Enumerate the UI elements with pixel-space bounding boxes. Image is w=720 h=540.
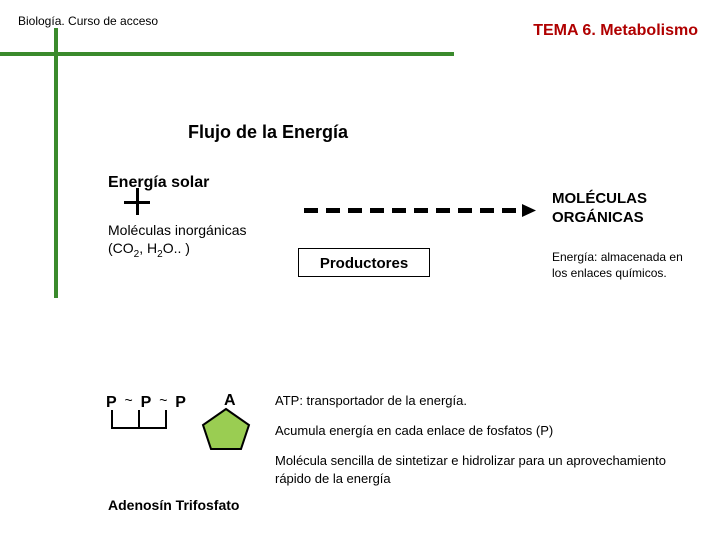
alm-l2: los enlaces químicos. bbox=[552, 266, 683, 282]
atp-desc-3: Molécula sencilla de sintetizar e hidrol… bbox=[275, 452, 675, 487]
alm-l1: Energía: almacenada en bbox=[552, 250, 683, 266]
plus-icon bbox=[124, 188, 154, 218]
topic-header: TEMA 6. Metabolismo bbox=[533, 22, 698, 40]
decor-vline bbox=[54, 28, 58, 298]
page-title: Flujo de la Energía bbox=[188, 122, 348, 143]
productores-box: Productores bbox=[298, 248, 430, 277]
moleculas-organicas-label: MOLÉCULAS ORGÁNICAS bbox=[552, 190, 647, 228]
mol-l2: ORGÁNICAS bbox=[552, 209, 647, 228]
course-header: Biología. Curso de acceso bbox=[18, 14, 158, 28]
atp-fullname: Adenosín Trifosfato bbox=[108, 497, 239, 513]
atp-desc-2: Acumula energía en cada enlace de fosfat… bbox=[275, 422, 553, 440]
mol-l1: MOLÉCULAS bbox=[552, 190, 647, 209]
inorganic-label: Moléculas inorgánicas (CO2, H2O.. ) bbox=[108, 222, 247, 261]
ribose-pentagon-icon bbox=[199, 405, 253, 453]
atp-desc-1: ATP: transportador de la energía. bbox=[275, 392, 467, 410]
decor-hline bbox=[0, 52, 454, 56]
inorganic-line2: (CO2, H2O.. ) bbox=[108, 240, 247, 261]
inorganic-line1: Moléculas inorgánicas bbox=[108, 222, 247, 240]
dashed-arrow-icon bbox=[304, 204, 536, 218]
energia-almacenada-label: Energía: almacenada en los enlaces quími… bbox=[552, 250, 683, 281]
p-connectors-icon bbox=[106, 410, 186, 450]
phosphate-label: P ~ P ~ P bbox=[106, 392, 188, 412]
